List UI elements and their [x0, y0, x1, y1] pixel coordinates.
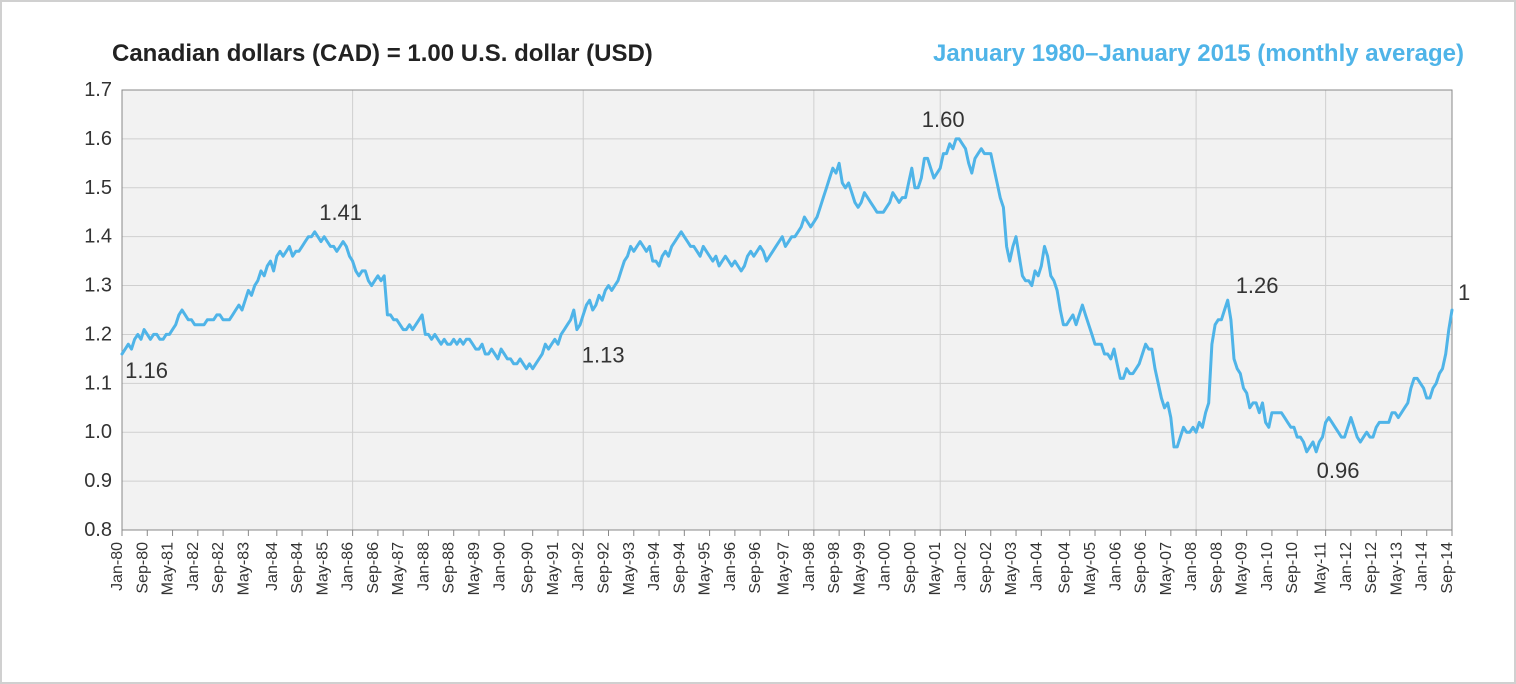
x-tick-label: May-99: [851, 542, 868, 595]
y-tick-label: 0.8: [84, 519, 112, 541]
chart-title-left: Canadian dollars (CAD) = 1.00 U.S. dolla…: [112, 40, 653, 68]
x-tick-label: May-87: [390, 542, 407, 595]
x-tick-label: Jan-02: [952, 542, 969, 591]
x-tick-label: Sep-92: [596, 542, 613, 594]
x-tick-label: Jan-90: [491, 542, 508, 591]
x-tick-label: Jan-92: [570, 542, 587, 591]
x-tick-label: Jan-10: [1259, 542, 1276, 591]
x-tick-label: Jan-12: [1338, 542, 1355, 591]
chart-svg: 0.8 0.9 1.0 1.1 1.2 1.3 1.4 1.5 1.6 1.7 Jan-80 Sep-…: [52, 80, 1472, 640]
annotation-label: 1.25: [1458, 280, 1472, 305]
y-tick-label: 0.9: [84, 470, 112, 492]
x-tick-label: May-97: [776, 542, 793, 595]
x-tick-label: May-91: [545, 542, 562, 595]
x-tick-label: Jan-98: [801, 542, 818, 591]
x-tick-label: May-03: [1003, 542, 1020, 595]
x-tick-label: May-07: [1158, 542, 1175, 595]
x-tick-label: Jan-00: [877, 542, 894, 591]
x-tick-label: Sep-02: [978, 542, 995, 594]
y-tick-label: 1.3: [84, 275, 112, 297]
x-tick-label: Sep-88: [441, 542, 458, 594]
annotation-label: 1.13: [582, 343, 625, 368]
x-tick-label: Jan-14: [1414, 542, 1431, 591]
x-tick-label: Sep-12: [1363, 542, 1380, 594]
x-tick-label: May-05: [1082, 542, 1099, 595]
x-tick-label: May-11: [1313, 542, 1330, 594]
y-tick-label: 1.6: [84, 128, 112, 150]
x-tick-label: May-01: [927, 542, 944, 595]
x-tick-label: Sep-86: [365, 542, 382, 594]
x-tick-label: May-83: [235, 542, 252, 595]
annotation-label: 1.41: [319, 200, 362, 225]
x-tick-label: Jan-08: [1183, 542, 1200, 591]
x-tick-label: May-93: [621, 542, 638, 595]
x-tick-label: Jan-88: [415, 542, 432, 591]
x-tick-label: Sep-96: [747, 542, 764, 594]
x-tick-label: May-13: [1388, 542, 1405, 595]
x-tick-label: Jan-82: [185, 542, 202, 591]
annotation-label: 1.16: [125, 358, 168, 383]
annotation-label: 0.96: [1317, 458, 1360, 483]
x-tick-label: Sep-14: [1439, 542, 1456, 594]
x-tick-label: Sep-84: [289, 542, 306, 594]
x-tick-label: Jan-04: [1028, 542, 1045, 591]
x-tick-label: Sep-06: [1133, 542, 1150, 594]
x-tick-label: May-81: [160, 542, 177, 595]
x-tick-label: Jan-94: [646, 542, 663, 591]
x-tick-label: Sep-90: [520, 542, 537, 594]
y-tick-label: 1.0: [84, 421, 112, 443]
y-tick-label: 1.2: [84, 323, 112, 345]
annotation-label: 1.26: [1236, 273, 1279, 298]
x-tick-label: Jan-84: [264, 542, 281, 591]
chart-container: Canadian dollars (CAD) = 1.00 U.S. dolla…: [0, 0, 1516, 684]
x-tick-label: Sep-04: [1057, 542, 1074, 594]
chart-plot-area: 0.8 0.9 1.0 1.1 1.2 1.3 1.4 1.5 1.6 1.7 Jan-80 Sep-…: [52, 80, 1474, 640]
x-tick-label: Jan-06: [1107, 542, 1124, 591]
y-tick-label: 1.4: [84, 226, 112, 248]
x-tick-label: May-09: [1234, 542, 1251, 595]
x-tick-label: May-85: [314, 542, 331, 595]
x-tick-label: Sep-82: [210, 542, 227, 594]
x-tick-label: Sep-00: [902, 542, 919, 594]
x-tick-label: May-89: [466, 542, 483, 595]
x-tick-label: Sep-08: [1208, 542, 1225, 594]
y-tick-label: 1.5: [84, 177, 112, 199]
annotation-label: 1.60: [922, 107, 965, 132]
y-tick-label: 1.1: [84, 372, 112, 394]
x-tick-label: Jan-80: [109, 542, 126, 591]
y-tick-label: 1.7: [84, 80, 112, 101]
x-tick-label: Sep-80: [134, 542, 151, 594]
x-tick-label: Jan-86: [340, 542, 357, 591]
x-tick-label: Jan-96: [722, 542, 739, 591]
x-tick-label: Sep-94: [671, 542, 688, 594]
chart-title-right: January 1980–January 2015 (monthly avera…: [933, 40, 1464, 68]
x-tick-label: Sep-98: [826, 542, 843, 594]
x-tick-label: Sep-10: [1284, 542, 1301, 594]
x-tick-label: May-95: [697, 542, 714, 595]
chart-titles: Canadian dollars (CAD) = 1.00 U.S. dolla…: [112, 40, 1464, 68]
